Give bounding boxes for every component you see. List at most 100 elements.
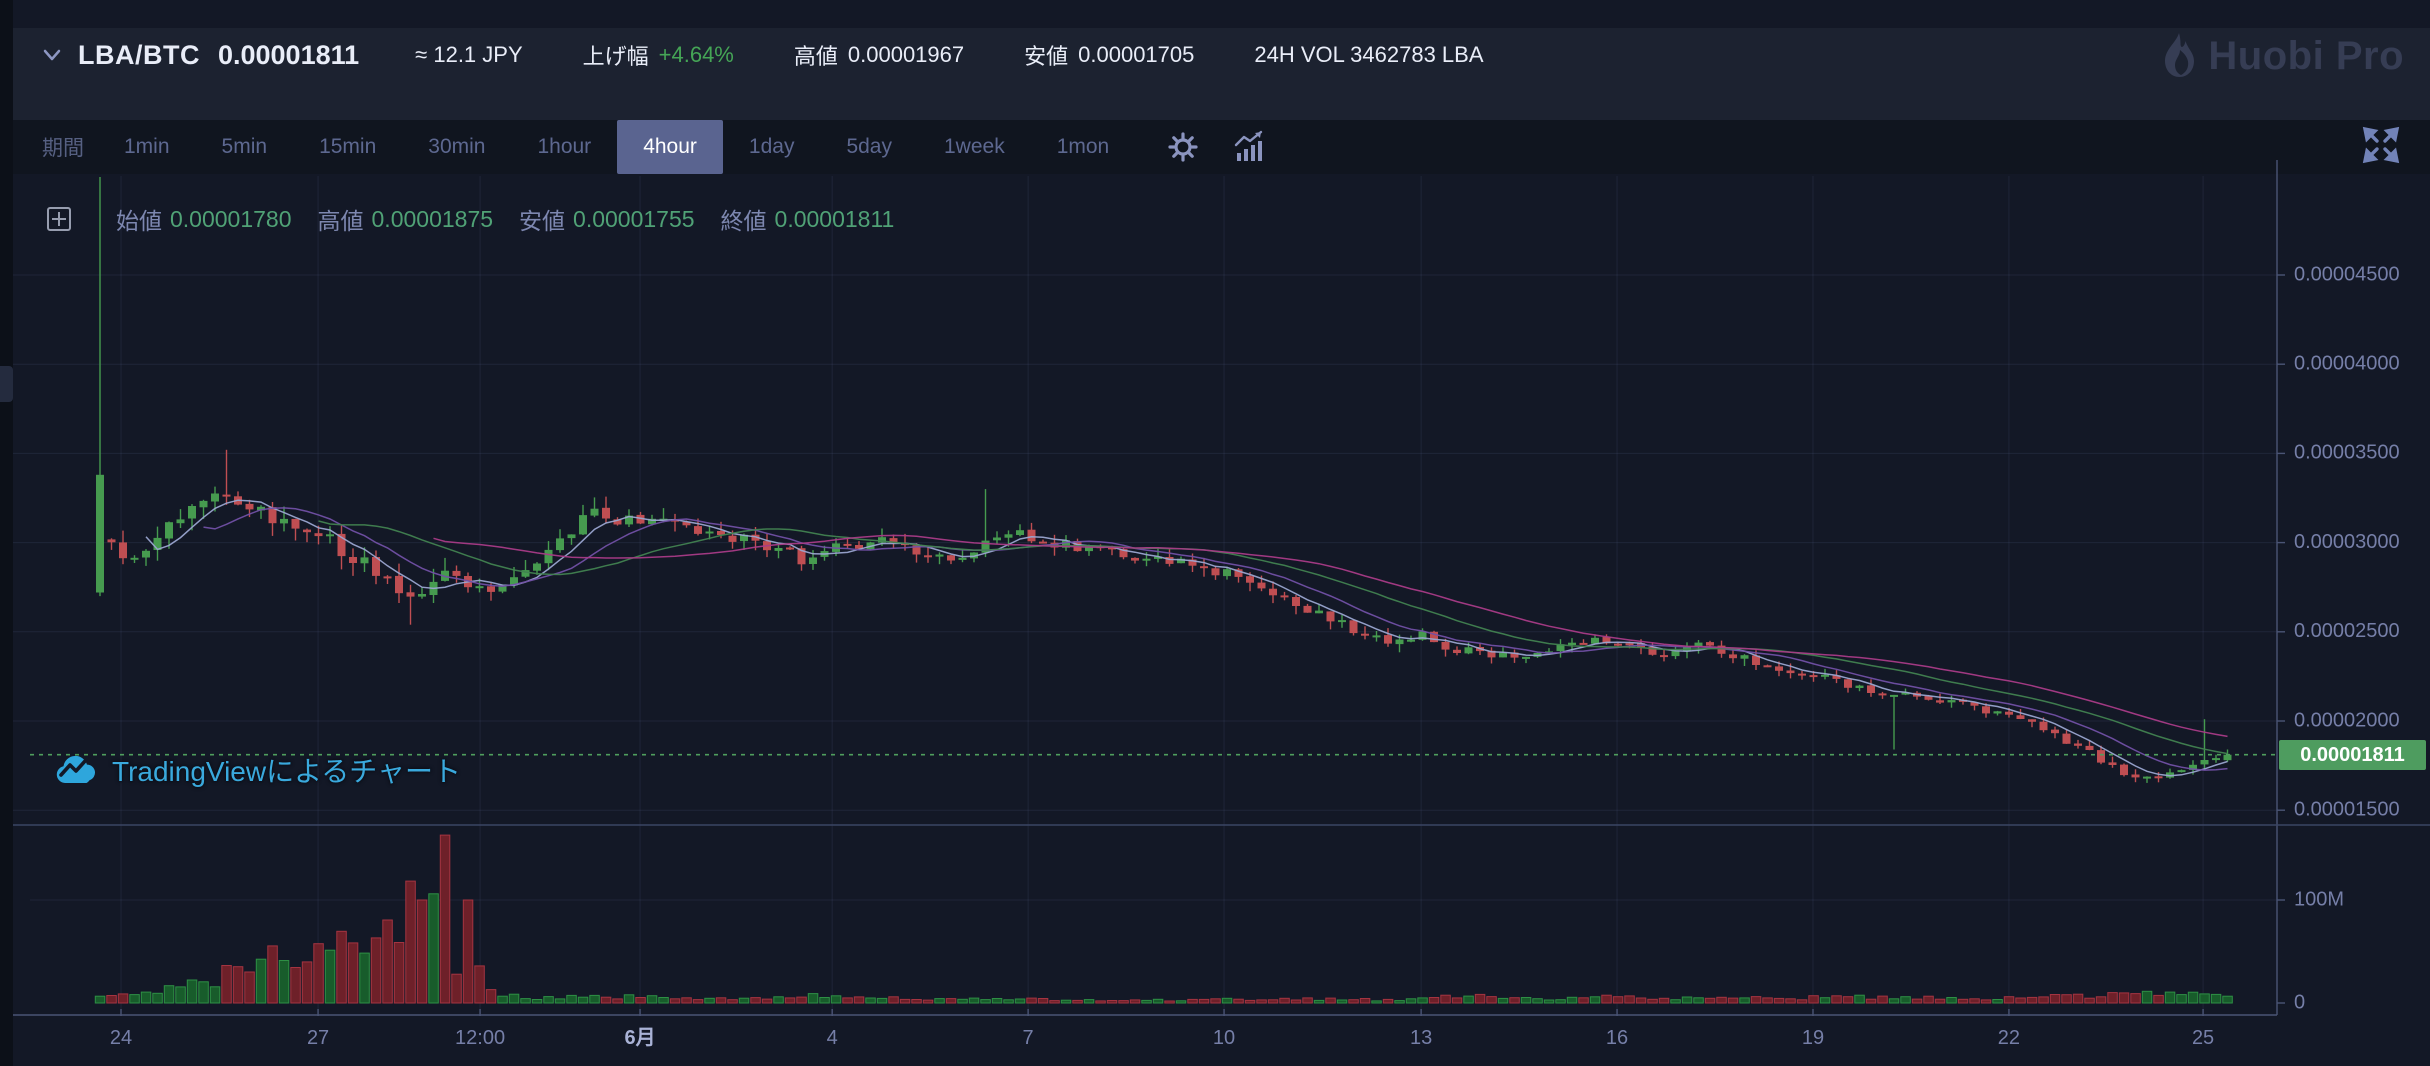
sidebar-collapse-handle[interactable] — [0, 366, 13, 402]
settings-gear-icon[interactable] — [1165, 129, 1201, 165]
candle-body — [1441, 641, 1450, 650]
low-value: 0.00001705 — [1078, 42, 1195, 67]
volume-bar — [1727, 997, 1739, 1004]
tab-1day[interactable]: 1day — [748, 135, 795, 158]
volume-bar — [1900, 996, 1911, 1004]
volume-bar — [1716, 996, 1727, 1004]
tab-30min[interactable]: 30min — [428, 135, 486, 158]
candle-body — [1119, 549, 1128, 558]
pair-selector[interactable]: LBA/BTC 0.00001811 — [42, 40, 359, 71]
candle-body — [1717, 645, 1726, 654]
tab-15min[interactable]: 15min — [319, 135, 377, 158]
volume-bar — [1026, 997, 1037, 1004]
tab-4hour[interactable]: 4hour — [617, 120, 723, 174]
volume-bar — [1118, 1000, 1129, 1004]
indicator-chart-icon[interactable] — [1231, 129, 1267, 165]
candle-body — [2062, 733, 2071, 744]
candle-body — [889, 538, 898, 544]
ma-30-line — [433, 534, 2228, 738]
price-tick-label: 0.00003000 — [2294, 531, 2400, 553]
grid-toggle-icon[interactable] — [46, 206, 72, 232]
volume-bar — [278, 960, 290, 1004]
volume-bar — [681, 997, 692, 1004]
volume-bar — [2107, 992, 2118, 1004]
volume-bar — [1739, 997, 1750, 1004]
candle-body — [1947, 700, 1956, 703]
candle-body — [1729, 654, 1737, 659]
candle-body — [1763, 665, 1772, 668]
candle-body — [855, 545, 863, 549]
tradingview-attribution[interactable]: TradingViewによるチャート — [56, 750, 461, 790]
candle-body — [1832, 675, 1841, 679]
volume-bar — [1635, 997, 1647, 1004]
candle-body — [188, 506, 196, 519]
volume-bar — [543, 996, 554, 1004]
ma-5-line — [145, 499, 2228, 777]
candle-body — [1085, 546, 1093, 552]
volume-bar — [1658, 997, 1670, 1004]
time-tick-label: 6月 — [624, 1027, 655, 1049]
volume-bar — [738, 997, 750, 1004]
candle-body — [1510, 652, 1519, 658]
tab-1week[interactable]: 1week — [944, 135, 1005, 158]
time-tick-label: 10 — [1213, 1027, 1235, 1049]
fullscreen-icon[interactable] — [2360, 124, 2402, 171]
candle-body — [544, 549, 553, 564]
tab-5min[interactable]: 5min — [221, 135, 268, 158]
volume-bar — [1095, 1000, 1106, 1004]
candle-body — [418, 594, 426, 597]
candle-body — [1821, 674, 1829, 677]
candle-body — [878, 537, 886, 543]
tab-1hour[interactable]: 1hour — [537, 135, 592, 158]
candle-body — [2108, 762, 2117, 765]
candle-body — [602, 507, 610, 519]
tab-1min[interactable]: 1min — [124, 135, 170, 158]
volume-bar — [566, 994, 577, 1004]
volume-bar — [508, 993, 520, 1004]
volume-bar — [106, 995, 117, 1004]
volume-bar — [1325, 997, 1336, 1004]
volume-bar — [198, 981, 209, 1004]
volume-bar — [1785, 998, 1796, 1004]
candle-body — [1211, 568, 1220, 576]
volume-bar — [1440, 994, 1451, 1004]
tab-5day[interactable]: 5day — [846, 135, 892, 158]
candle-body — [1556, 644, 1565, 651]
close-value: 0.00001811 — [774, 205, 895, 232]
volume-bar — [1624, 995, 1635, 1004]
volume-bar — [324, 949, 336, 1004]
volume-bar — [1256, 999, 1267, 1004]
candle-body — [2120, 764, 2128, 776]
volume-bar — [2199, 993, 2210, 1004]
volume-bar — [485, 989, 497, 1004]
volume-bar — [1704, 997, 1716, 1004]
volume-bar — [2187, 991, 2199, 1004]
tab-1mon[interactable]: 1mon — [1056, 135, 1110, 158]
volume-bar — [922, 999, 934, 1004]
volume-bar — [1612, 996, 1624, 1004]
candle-body — [1016, 530, 1024, 535]
price-axis[interactable]: 0.00004500 0.00004000 0.00003500 0.00003000… — [2277, 263, 2400, 1013]
candle-body — [1154, 556, 1162, 559]
time-axis[interactable]: 24 27 12:00 6月 4 7 10 13 16 19 22 25 — [110, 1009, 2214, 1049]
ma-20-line — [318, 520, 2228, 755]
candle-body — [1062, 540, 1070, 548]
volume-bar — [1854, 994, 1865, 1004]
volume-bar — [1842, 996, 1854, 1004]
volume-bar — [865, 997, 876, 1004]
volume-bar — [1819, 997, 1831, 1004]
candle-body — [533, 563, 541, 571]
price-tick-label: 0.00002000 — [2294, 709, 2400, 731]
candle-body — [1660, 655, 1668, 658]
volume-bar — [140, 991, 152, 1004]
volume-bar — [1693, 997, 1704, 1004]
candle-body — [1890, 694, 1898, 697]
candle-body — [1315, 610, 1323, 614]
candle-body — [1108, 547, 1116, 550]
volume-bar — [727, 999, 738, 1004]
ma-10-line — [203, 507, 2228, 771]
left-edge-strip — [0, 0, 13, 1066]
volume-bar — [439, 834, 451, 1004]
price-tick-label: 0.00003500 — [2294, 442, 2400, 464]
